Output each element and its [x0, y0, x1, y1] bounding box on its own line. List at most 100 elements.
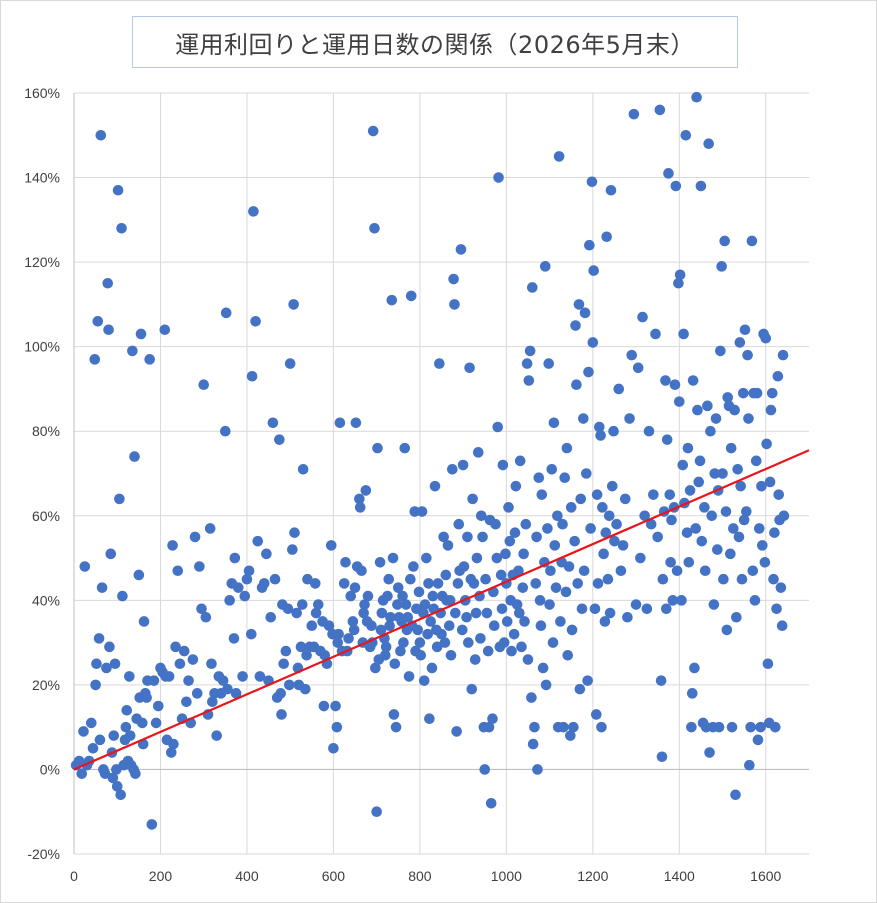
data-point — [295, 641, 307, 653]
x-tick-label: 0 — [70, 868, 78, 884]
data-point — [619, 493, 631, 505]
data-point — [245, 628, 257, 640]
data-point — [230, 688, 242, 699]
data-point — [674, 269, 686, 281]
data-point — [470, 607, 482, 619]
data-point — [741, 506, 752, 517]
data-point — [114, 493, 125, 505]
data-point — [481, 607, 493, 619]
data-point — [637, 311, 648, 323]
data-point — [578, 413, 589, 424]
data-point — [680, 129, 692, 141]
data-point — [575, 493, 587, 505]
data-point — [167, 540, 178, 551]
data-point — [775, 582, 787, 593]
data-point — [762, 658, 774, 670]
data-point — [252, 535, 264, 547]
data-point — [419, 599, 431, 610]
data-point — [254, 671, 266, 682]
data-point — [386, 294, 398, 306]
data-point — [475, 633, 486, 644]
data-point — [643, 425, 655, 437]
data-point — [757, 540, 768, 551]
data-point — [664, 489, 676, 500]
data-point — [760, 332, 772, 344]
data-point — [261, 548, 272, 560]
data-point — [319, 649, 331, 661]
y-tick-label: 60% — [32, 508, 60, 524]
data-point — [479, 764, 491, 775]
data-point — [704, 747, 715, 758]
data-point — [667, 595, 679, 606]
data-point — [526, 692, 537, 703]
data-point — [733, 531, 745, 543]
data-point — [141, 692, 152, 703]
x-tick-label: 800 — [408, 868, 432, 884]
data-point — [488, 620, 500, 631]
data-point — [766, 387, 778, 399]
data-point — [258, 578, 270, 589]
data-point — [542, 523, 553, 534]
data-point — [522, 654, 534, 665]
data-point — [496, 603, 508, 615]
data-point — [491, 552, 503, 564]
data-point — [354, 493, 365, 505]
data-point — [453, 518, 465, 530]
data-point — [76, 768, 88, 779]
data-point — [687, 375, 699, 386]
data-point — [608, 425, 619, 437]
y-tick-label: 140% — [24, 170, 60, 186]
data-point — [535, 620, 547, 631]
data-point — [220, 307, 232, 319]
data-point — [456, 624, 468, 636]
data-point — [584, 239, 595, 251]
data-point — [597, 502, 608, 513]
data-point — [224, 595, 235, 606]
data-point — [138, 616, 150, 627]
data-point — [301, 649, 312, 661]
data-point — [275, 688, 286, 699]
data-point — [432, 578, 444, 589]
data-point — [360, 485, 372, 496]
data-point — [777, 349, 789, 361]
data-point — [485, 797, 497, 809]
data-point — [172, 565, 184, 577]
data-point — [550, 582, 562, 593]
data-point — [332, 637, 344, 648]
data-point — [403, 671, 415, 682]
data-point — [517, 582, 529, 593]
data-point — [383, 573, 395, 585]
data-point — [133, 569, 145, 581]
y-tick-label: 0% — [40, 761, 60, 777]
data-point — [421, 552, 432, 564]
x-tick-label: 400 — [235, 868, 259, 884]
data-point — [96, 582, 108, 593]
y-tick-label: 80% — [32, 423, 60, 439]
data-point — [333, 628, 344, 640]
data-point — [198, 379, 210, 391]
data-point — [318, 700, 330, 712]
data-point — [716, 261, 727, 272]
data-point — [626, 349, 638, 361]
data-point — [696, 535, 708, 547]
data-point — [648, 489, 659, 500]
x-tick-label: 600 — [322, 868, 346, 884]
data-point — [480, 573, 491, 585]
data-point — [555, 616, 566, 627]
x-tick-label: 1200 — [577, 868, 608, 884]
data-point — [163, 671, 175, 682]
data-point — [574, 683, 586, 695]
data-point — [395, 645, 406, 657]
data-point — [666, 514, 677, 526]
data-point — [582, 675, 593, 686]
data-point — [450, 607, 461, 619]
data-point — [635, 552, 646, 564]
data-point — [560, 586, 572, 598]
data-point — [405, 573, 416, 585]
data-point — [681, 527, 693, 538]
data-point — [604, 607, 616, 619]
data-point — [338, 578, 350, 589]
data-point — [334, 417, 346, 429]
trendline — [73, 449, 810, 771]
